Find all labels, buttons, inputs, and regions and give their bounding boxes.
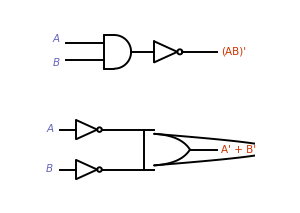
Text: A: A xyxy=(52,34,60,44)
Text: B: B xyxy=(52,58,60,68)
Text: A: A xyxy=(46,124,53,134)
Text: B: B xyxy=(46,164,53,174)
Text: (AB)': (AB)' xyxy=(221,47,247,57)
Text: A' + B': A' + B' xyxy=(221,145,256,155)
